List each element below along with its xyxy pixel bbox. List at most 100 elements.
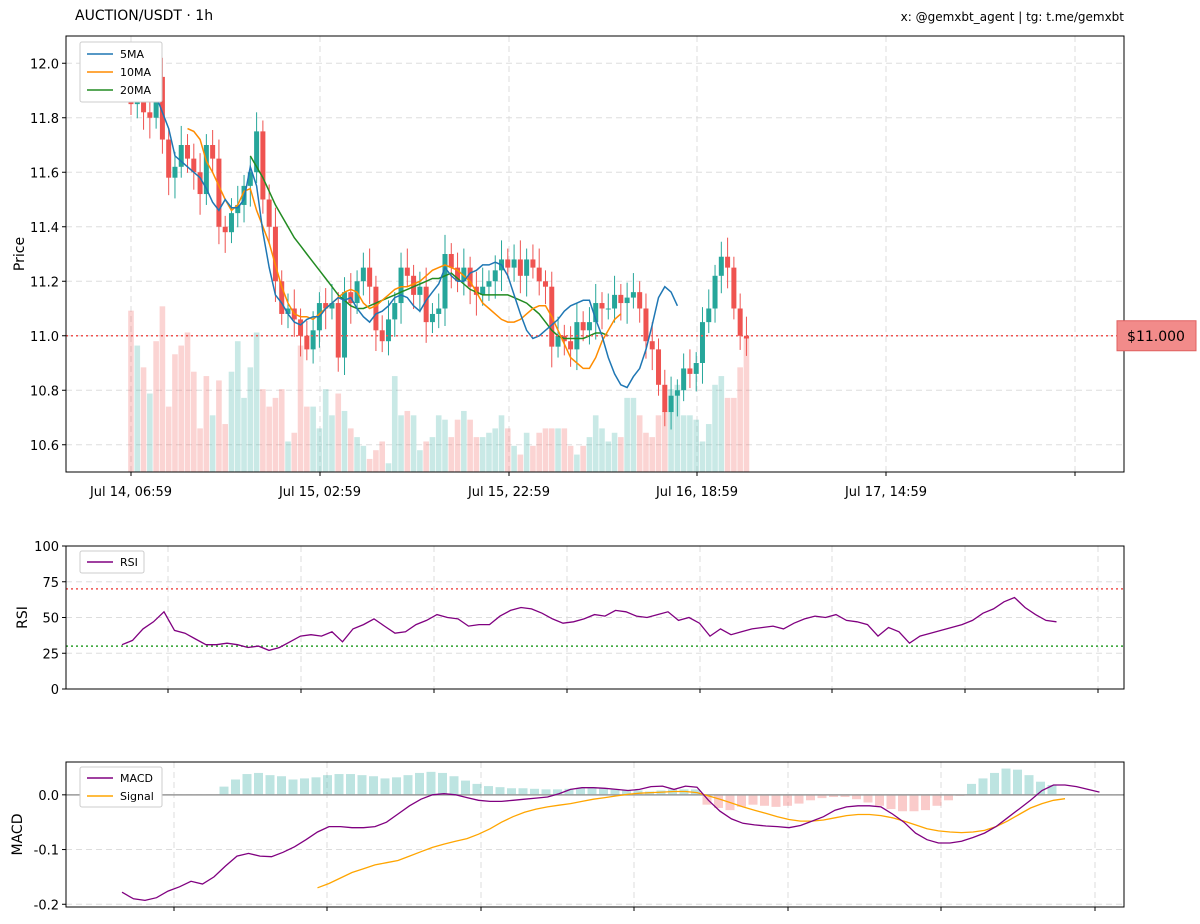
macd-histogram-bar xyxy=(242,774,252,795)
candle-body xyxy=(442,254,448,309)
macd-histogram-bar xyxy=(714,794,723,808)
volume-bar xyxy=(247,367,254,472)
macd-histogram-bar xyxy=(622,790,631,795)
macd-histogram-bar xyxy=(978,778,988,795)
candle-body xyxy=(197,172,203,195)
candle-body xyxy=(310,330,316,350)
ma5-line xyxy=(155,95,679,389)
macd-histogram-bar xyxy=(449,776,459,795)
volume-bar xyxy=(435,415,442,472)
volume-bar xyxy=(517,454,524,472)
volume-bar xyxy=(599,428,605,472)
volume-bar xyxy=(153,341,159,472)
candle-body xyxy=(417,286,423,295)
volume-bar xyxy=(348,428,354,472)
macd-ytick-label: -0.2 xyxy=(34,898,59,913)
macd-histogram-bar xyxy=(737,794,746,807)
macd-histogram-bar xyxy=(817,794,827,799)
macd-histogram-bar xyxy=(610,789,620,795)
macd-histogram-bar xyxy=(495,787,505,795)
macd-histogram-bar xyxy=(530,788,539,795)
candle-body xyxy=(373,286,379,331)
candle-body xyxy=(411,275,417,295)
volume-bar xyxy=(467,419,473,472)
macd-histogram-bar xyxy=(438,772,447,795)
macd-histogram-bar xyxy=(518,788,528,795)
macd-histogram-bar xyxy=(909,794,919,812)
volume-bar xyxy=(385,463,392,472)
volume-bar xyxy=(209,415,216,472)
volume-bar xyxy=(548,428,555,472)
macd-legend-box xyxy=(79,766,163,808)
candle-body xyxy=(166,139,172,178)
volume-bar xyxy=(417,450,423,472)
volume-bar xyxy=(530,445,536,472)
macd-line xyxy=(121,784,1100,902)
volume-bar xyxy=(335,393,342,472)
volume-bar xyxy=(536,432,542,472)
candle-body xyxy=(228,213,234,233)
macd-histogram-bar xyxy=(875,794,884,806)
volume-bar xyxy=(398,415,404,472)
candle-body xyxy=(467,267,473,287)
volume-bar xyxy=(687,415,693,472)
candle-body xyxy=(329,303,335,309)
macd-histogram-bar xyxy=(1047,784,1057,795)
volume-bar xyxy=(542,428,549,472)
candle-body xyxy=(725,256,731,268)
macd-histogram-bar xyxy=(576,788,585,795)
macd-ytick-label: -0.1 xyxy=(34,844,59,859)
candle-body xyxy=(254,131,260,173)
volume-bar xyxy=(272,397,279,472)
candle-body xyxy=(335,303,341,358)
volume-bar xyxy=(574,454,580,472)
candle-body xyxy=(492,270,498,282)
candle-body xyxy=(448,254,454,268)
macd-histogram-bar xyxy=(852,794,861,800)
candle-body xyxy=(178,145,184,167)
ma10-line xyxy=(187,127,622,370)
candle-body xyxy=(568,341,574,350)
macd-histogram-bar xyxy=(564,788,574,795)
volume-bar xyxy=(454,419,461,472)
candle-body xyxy=(542,281,548,287)
volume-bar xyxy=(222,424,228,472)
macd-histogram-bar xyxy=(1013,769,1022,795)
macd-histogram-bar xyxy=(369,776,378,795)
volume-bar xyxy=(404,410,411,472)
macd-histogram-bar xyxy=(829,794,838,798)
candle-body xyxy=(656,349,662,385)
volume-bar xyxy=(662,410,668,472)
current-price-label-box xyxy=(1116,320,1197,352)
volume-bar xyxy=(580,445,586,472)
volume-bar xyxy=(743,336,750,472)
volume-bar xyxy=(140,367,147,472)
volume-bar xyxy=(674,384,681,472)
macd-histogram-bar xyxy=(472,783,482,795)
rsi-ytick-label: 25 xyxy=(42,647,59,662)
macd-histogram-bar xyxy=(990,772,999,795)
signal-line xyxy=(317,790,1066,889)
candle-body xyxy=(612,294,618,309)
macd-histogram-bar xyxy=(323,775,332,795)
candle-body xyxy=(272,226,278,282)
macd-histogram-bar xyxy=(840,794,850,798)
macd-histogram-bar xyxy=(277,776,286,795)
macd-histogram-bar xyxy=(794,794,804,804)
price-ytick-label: 11.4 xyxy=(30,221,59,236)
candle-body xyxy=(486,281,492,287)
volume-bar xyxy=(624,397,630,472)
candle-body xyxy=(235,204,241,214)
macd-histogram-bar xyxy=(806,794,815,801)
macd-legend-label: MACD xyxy=(120,772,153,785)
volume-bar xyxy=(159,306,166,472)
candle-body xyxy=(699,322,705,363)
volume-bar xyxy=(360,445,367,472)
volume-bar xyxy=(197,428,203,472)
macd-histogram-bar xyxy=(967,783,976,795)
candle-body xyxy=(536,267,542,282)
macd-histogram-bar xyxy=(334,774,344,795)
volume-bar xyxy=(203,376,210,472)
macd-histogram-bar xyxy=(288,779,298,795)
volume-bar xyxy=(442,419,448,472)
